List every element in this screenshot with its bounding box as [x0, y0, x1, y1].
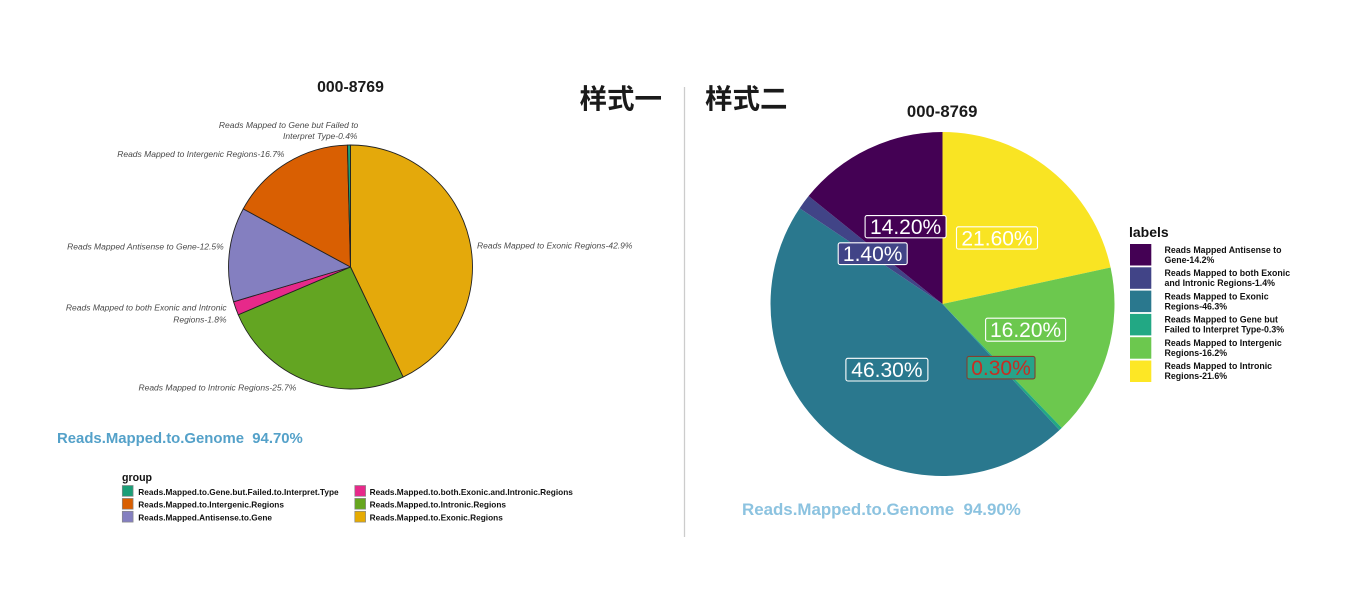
svg-text:Reads.Mapped.Antisense.to.Gene: Reads.Mapped.Antisense.to.Gene: [138, 513, 272, 523]
svg-text:Reads.Mapped.to.Genome 94.90%: Reads.Mapped.to.Genome 94.90%: [742, 500, 1021, 519]
svg-text:Reads Mapped to Intergenic: Reads Mapped to Intergenic: [1165, 338, 1282, 348]
svg-text:Gene-14.2%: Gene-14.2%: [1165, 255, 1215, 265]
svg-text:Interpret Type-0.4%: Interpret Type-0.4%: [283, 131, 358, 141]
svg-text:000-8769: 000-8769: [317, 79, 384, 96]
svg-text:Reads Mapped Antisense to: Reads Mapped Antisense to: [1165, 245, 1283, 255]
svg-text:Reads.Mapped.to.Genome 94.70%: Reads.Mapped.to.Genome 94.70%: [57, 431, 303, 447]
svg-text:14.20%: 14.20%: [870, 216, 941, 239]
svg-text:Reads Mapped to Intronic Regio: Reads Mapped to Intronic Regions-25.7%: [138, 383, 296, 393]
svg-text:1.40%: 1.40%: [843, 243, 903, 266]
svg-text:Regions-16.2%: Regions-16.2%: [1165, 348, 1228, 358]
svg-text:Reads.Mapped.to.Intergenic.Reg: Reads.Mapped.to.Intergenic.Regions: [138, 500, 284, 510]
svg-text:Reads Mapped to Intergenic Reg: Reads Mapped to Intergenic Regions-16.7%: [117, 149, 285, 159]
svg-text:Reads.Mapped.to.Exonic.Regions: Reads.Mapped.to.Exonic.Regions: [370, 513, 504, 523]
svg-text:Reads Mapped to both Exonic an: Reads Mapped to both Exonic and Intronic: [66, 302, 227, 312]
svg-text:Reads Mapped to Gene but Faile: Reads Mapped to Gene but Failed to: [219, 120, 359, 130]
svg-text:Regions-21.6%: Regions-21.6%: [1165, 371, 1228, 381]
svg-text:Reads Mapped to Gene but: Reads Mapped to Gene but: [1165, 315, 1278, 325]
svg-text:Reads Mapped to Intronic: Reads Mapped to Intronic: [1165, 361, 1273, 371]
svg-text:labels: labels: [1129, 224, 1169, 240]
svg-text:Regions-46.3%: Regions-46.3%: [1165, 301, 1228, 311]
svg-text:0.30%: 0.30%: [971, 357, 1031, 380]
svg-text:16.20%: 16.20%: [990, 319, 1061, 342]
svg-text:Reads.Mapped.to.Intronic.Regio: Reads.Mapped.to.Intronic.Regions: [370, 500, 507, 510]
svg-text:group: group: [122, 472, 153, 484]
svg-text:Failed to Interpret Type-0.3%: Failed to Interpret Type-0.3%: [1165, 325, 1285, 335]
svg-text:21.60%: 21.60%: [961, 227, 1032, 250]
svg-text:Reads Mapped to both Exonic: Reads Mapped to both Exonic: [1165, 268, 1291, 278]
svg-text:Reads.Mapped.to.both.Exonic.an: Reads.Mapped.to.both.Exonic.and.Intronic…: [370, 487, 574, 497]
svg-text:Reads.Mapped.to.Gene.but.Faile: Reads.Mapped.to.Gene.but.Failed.to.Inter…: [138, 487, 339, 497]
svg-text:Reads Mapped to Exonic Regions: Reads Mapped to Exonic Regions-42.9%: [477, 240, 633, 250]
svg-text:and Intronic Regions-1.4%: and Intronic Regions-1.4%: [1165, 278, 1276, 288]
svg-text:000-8769: 000-8769: [907, 102, 978, 121]
svg-text:Reads Mapped Antisense to Gene: Reads Mapped Antisense to Gene-12.5%: [67, 241, 224, 251]
svg-text:46.30%: 46.30%: [851, 359, 922, 382]
svg-text:Reads Mapped to Exonic: Reads Mapped to Exonic: [1165, 291, 1269, 301]
svg-text:Regions-1.8%: Regions-1.8%: [173, 315, 227, 325]
